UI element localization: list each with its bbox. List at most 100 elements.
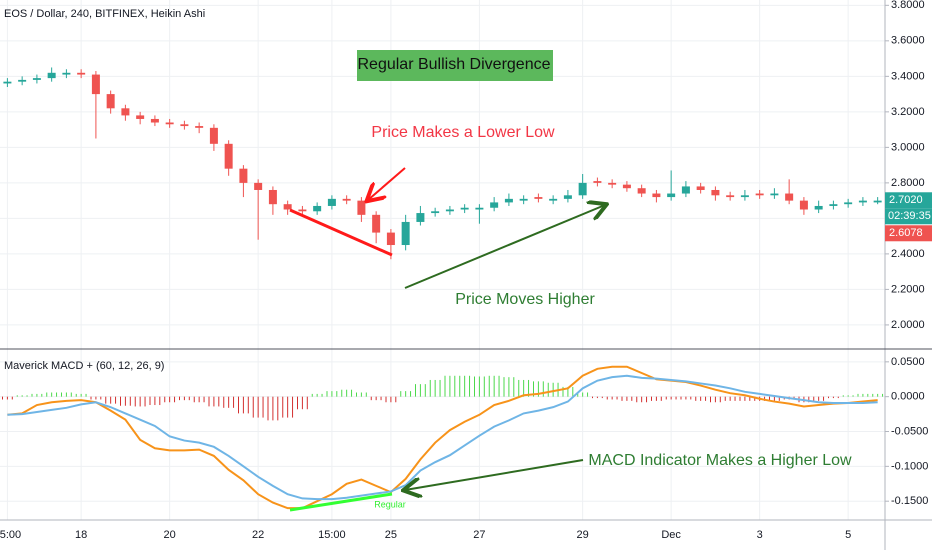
candle-body	[224, 143, 233, 169]
x-tick-label: 18	[75, 529, 87, 541]
price-label-box	[885, 192, 932, 209]
annotation: MACD Indicator Makes a Higher Low	[588, 452, 852, 469]
countdown-box	[885, 208, 932, 225]
candle-body	[386, 232, 395, 246]
candle-body	[873, 200, 882, 203]
annotation-box	[357, 50, 553, 81]
candle-body	[593, 181, 602, 183]
candle-body	[549, 198, 558, 201]
y-tick-label: -0.0500	[891, 425, 928, 437]
candle-body	[136, 115, 145, 119]
grid	[0, 0, 885, 520]
x-tick-label: 22	[252, 529, 264, 541]
candle-body	[563, 195, 572, 199]
candle-body	[121, 108, 130, 116]
candle-body	[637, 188, 646, 194]
candle-body	[18, 79, 27, 82]
arrow	[404, 205, 605, 289]
trend-line	[289, 208, 393, 257]
price-label: 2.7020	[889, 194, 923, 206]
candle-body	[3, 81, 12, 84]
candle-body	[460, 207, 469, 210]
candle-body	[578, 182, 587, 196]
candle-body	[268, 189, 277, 205]
candle-body	[681, 186, 690, 194]
macd-line	[7, 365, 878, 510]
y-tick-label: 3.8000	[891, 0, 925, 11]
x-tick-label: 3	[757, 529, 763, 541]
annotation: Price Makes a Lower Low	[371, 124, 555, 141]
candle-body	[622, 184, 631, 189]
y-tick-label: 2.0000	[891, 319, 925, 331]
trend-line	[289, 492, 393, 512]
candle-body	[534, 197, 543, 199]
y-tick-label: 2.8000	[891, 177, 925, 189]
y-tick-label: 2.2000	[891, 283, 925, 295]
candle-body	[91, 74, 100, 95]
candle-body	[711, 189, 720, 196]
candle-body	[195, 126, 204, 128]
candle-body	[47, 72, 56, 79]
legend: EOS / Dollar, 240, BITFINEX, Heikin Ashi	[4, 8, 205, 20]
candle-body	[32, 78, 41, 80]
candle-body	[239, 168, 248, 183]
candle-body	[740, 195, 749, 198]
candle-body	[416, 213, 425, 222]
candle-body	[298, 209, 307, 212]
marks	[2, 67, 884, 510]
candle-body	[652, 193, 661, 198]
x-tick-label: 25	[385, 529, 397, 541]
arrow	[368, 167, 406, 200]
x-tick-label: 15:00	[318, 529, 346, 541]
y-tick-label: 3.0000	[891, 141, 925, 153]
candle-body	[254, 182, 263, 190]
candle-body	[844, 202, 853, 205]
y-tick-label: 3.6000	[891, 35, 925, 47]
candle-body	[785, 193, 794, 201]
candle-body	[150, 118, 159, 123]
x-tick-label: 20	[164, 529, 176, 541]
y-tick-label: 2.4000	[891, 248, 925, 260]
candle-body	[726, 195, 735, 198]
x-tick-label: 27	[473, 529, 485, 541]
candle-body	[165, 122, 174, 125]
candle-body	[475, 207, 484, 210]
candle-body	[829, 204, 838, 206]
price-label-box	[885, 225, 932, 242]
candle-body	[372, 214, 381, 233]
candle-body	[696, 186, 705, 190]
candle-body	[283, 204, 292, 210]
candle-body	[858, 200, 867, 203]
candle-body	[490, 202, 499, 208]
y-tick-label: -0.1000	[891, 460, 928, 472]
candle-body	[209, 127, 218, 144]
candle-body	[814, 205, 823, 210]
countdown: 02:39:35	[888, 210, 931, 222]
y-tick-label: 0.0500	[891, 356, 925, 368]
candle-body	[799, 200, 808, 210]
candle-body	[342, 198, 351, 201]
price-label: 2.6078	[889, 227, 923, 239]
y-tick-label: -0.1500	[891, 495, 928, 507]
candle-body	[62, 72, 71, 75]
candle-body	[519, 198, 528, 201]
candle-body	[401, 221, 410, 246]
x-tick-label: 5	[845, 529, 851, 541]
annotation: Regular	[374, 499, 406, 509]
candle-body	[755, 193, 764, 196]
candle-body	[770, 193, 779, 196]
arrow	[405, 459, 584, 490]
x-tick-label: 29	[577, 529, 589, 541]
candle-body	[313, 205, 322, 212]
candle-body	[608, 182, 617, 185]
y-tick-label: 3.4000	[891, 70, 925, 82]
macd-line	[7, 374, 878, 501]
candle-body	[504, 198, 513, 203]
annotation: Regular Bullish Divergence	[358, 56, 551, 73]
candle-body	[106, 94, 115, 109]
y-tick-label: 0.0000	[891, 391, 925, 403]
candle-body	[431, 211, 440, 214]
candle-body	[357, 200, 366, 215]
x-tick-label: 15:00	[0, 529, 21, 541]
y-tick-label: 3.2000	[891, 106, 925, 118]
